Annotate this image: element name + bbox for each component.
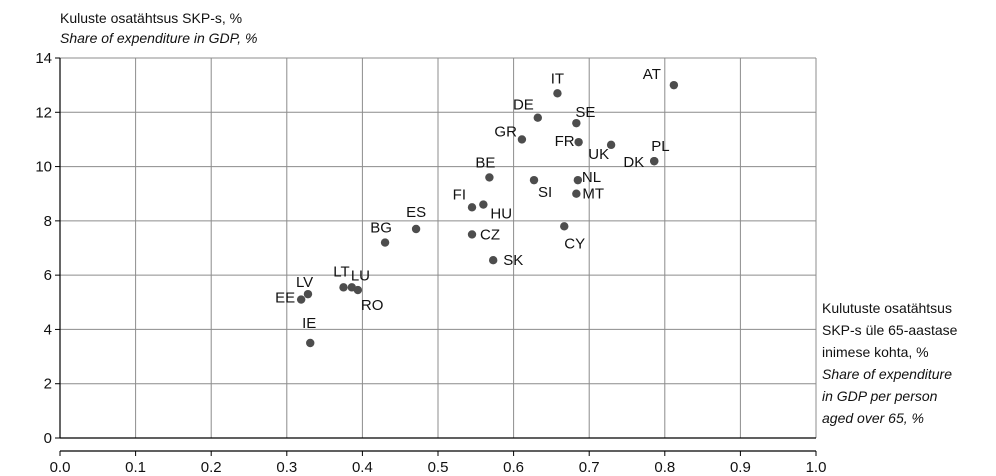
point-label-it: IT bbox=[551, 70, 564, 87]
data-point-ee bbox=[296, 295, 306, 304]
point-label-hu: HU bbox=[490, 206, 512, 223]
x-tick-label: 0.6 bbox=[503, 459, 524, 476]
point-label-ie: IE bbox=[302, 315, 316, 332]
point-label-bg: BG bbox=[370, 220, 392, 237]
point-label-lt: LT bbox=[333, 263, 349, 280]
data-point-hu bbox=[479, 200, 488, 209]
y-tick-label: 0 bbox=[44, 430, 52, 447]
x-tick-label: 0.4 bbox=[352, 459, 373, 476]
point-label-ee: EE bbox=[275, 290, 295, 307]
point-label-de: DE bbox=[513, 97, 534, 114]
x-tick-label: 0.3 bbox=[276, 459, 297, 476]
y-tick-label: 6 bbox=[44, 267, 52, 284]
point-label-dk: DK bbox=[623, 154, 644, 171]
point-label-fi: FI bbox=[453, 186, 466, 203]
data-point-be bbox=[485, 173, 494, 182]
point-label-at: AT bbox=[643, 66, 661, 83]
y-tick-label: 4 bbox=[44, 321, 52, 338]
x-tick-label: 0.9 bbox=[730, 459, 751, 476]
point-label-sk: SK bbox=[503, 252, 523, 269]
x-tick-label: 1.0 bbox=[806, 459, 827, 476]
data-point-at bbox=[669, 80, 679, 90]
x-tick-label: 0.2 bbox=[201, 459, 222, 476]
point-label-si: SI bbox=[538, 184, 552, 201]
data-point-fi bbox=[467, 203, 477, 212]
y-tick-label: 8 bbox=[44, 213, 52, 230]
x-tick-label: 0.8 bbox=[654, 459, 675, 476]
x-axis-label-line: SKP-s üle 65-aastase bbox=[822, 322, 958, 338]
y-tick-label: 10 bbox=[35, 159, 52, 176]
axes bbox=[55, 57, 817, 456]
x-tick-label: 0.5 bbox=[428, 459, 449, 476]
point-label-nl: NL bbox=[582, 169, 601, 186]
y-tick-label: 2 bbox=[44, 376, 52, 393]
point-label-mt: MT bbox=[582, 186, 604, 203]
data-point-bg bbox=[380, 238, 390, 247]
data-point-fr bbox=[574, 137, 583, 147]
y-axis-label-en: Share of expenditure in GDP, % bbox=[60, 30, 258, 46]
data-point-es bbox=[411, 224, 421, 234]
point-label-es: ES bbox=[406, 204, 426, 221]
data-point-cy bbox=[560, 222, 569, 231]
data-point-dk bbox=[650, 156, 659, 166]
point-label-uk: UK bbox=[588, 146, 609, 163]
point-label-fr: FR bbox=[555, 133, 575, 150]
point-label-cz: CZ bbox=[480, 226, 500, 243]
x-tick-label: 0.7 bbox=[579, 459, 600, 476]
x-tick-label: 0.1 bbox=[125, 459, 146, 476]
x-axis-label-line: in GDP per person bbox=[822, 388, 938, 404]
point-label-be: BE bbox=[475, 154, 495, 171]
tick-labels: 0 2 4 6 8 10 12 14 0.0 0.1 0.2 0.3 0.4 0.5 0.6 0.7 0.8 0.… bbox=[35, 50, 826, 476]
point-label-se: SE bbox=[575, 104, 595, 121]
data-point-gr bbox=[517, 135, 527, 144]
point-label-lv: LV bbox=[296, 274, 313, 291]
x-axis-label-line: Kulutuste osatähtsus bbox=[822, 300, 952, 316]
x-axis-label-line: Share of expenditure bbox=[822, 366, 952, 382]
point-label-pl: PL bbox=[651, 138, 669, 155]
data-point-nl bbox=[573, 175, 583, 185]
data-point-sk bbox=[488, 256, 498, 265]
point-label-ro: RO bbox=[361, 297, 384, 314]
data-point-lt bbox=[339, 283, 348, 292]
point-label-gr: GR bbox=[494, 123, 517, 140]
x-axis-label-line: inimese kohta, % bbox=[822, 344, 929, 360]
data-point-it bbox=[553, 89, 562, 98]
x-axis-label-line: aged over 65, % bbox=[822, 410, 924, 426]
y-axis-label-et: Kuluste osatähtsus SKP-s, % bbox=[60, 10, 243, 26]
y-tick-label: 12 bbox=[35, 104, 52, 121]
data-point-se bbox=[572, 118, 581, 128]
data-point-lv bbox=[303, 289, 313, 299]
data-point-de bbox=[533, 113, 542, 122]
data-points bbox=[296, 80, 679, 348]
data-point-si bbox=[529, 175, 539, 185]
data-point-uk bbox=[606, 140, 616, 150]
x-axis-label: Kulutuste osatähtsus SKP-s üle 65-aastas… bbox=[822, 297, 957, 429]
point-label-cy: CY bbox=[564, 235, 585, 252]
data-point-ro bbox=[353, 285, 363, 295]
x-tick-label: 0.0 bbox=[50, 459, 71, 476]
data-point-mt bbox=[572, 189, 581, 198]
point-label-lu: LU bbox=[351, 267, 370, 284]
data-point-cz bbox=[467, 230, 477, 239]
grid bbox=[60, 57, 817, 438]
y-tick-label: 14 bbox=[35, 50, 52, 67]
data-point-ie bbox=[306, 338, 315, 348]
